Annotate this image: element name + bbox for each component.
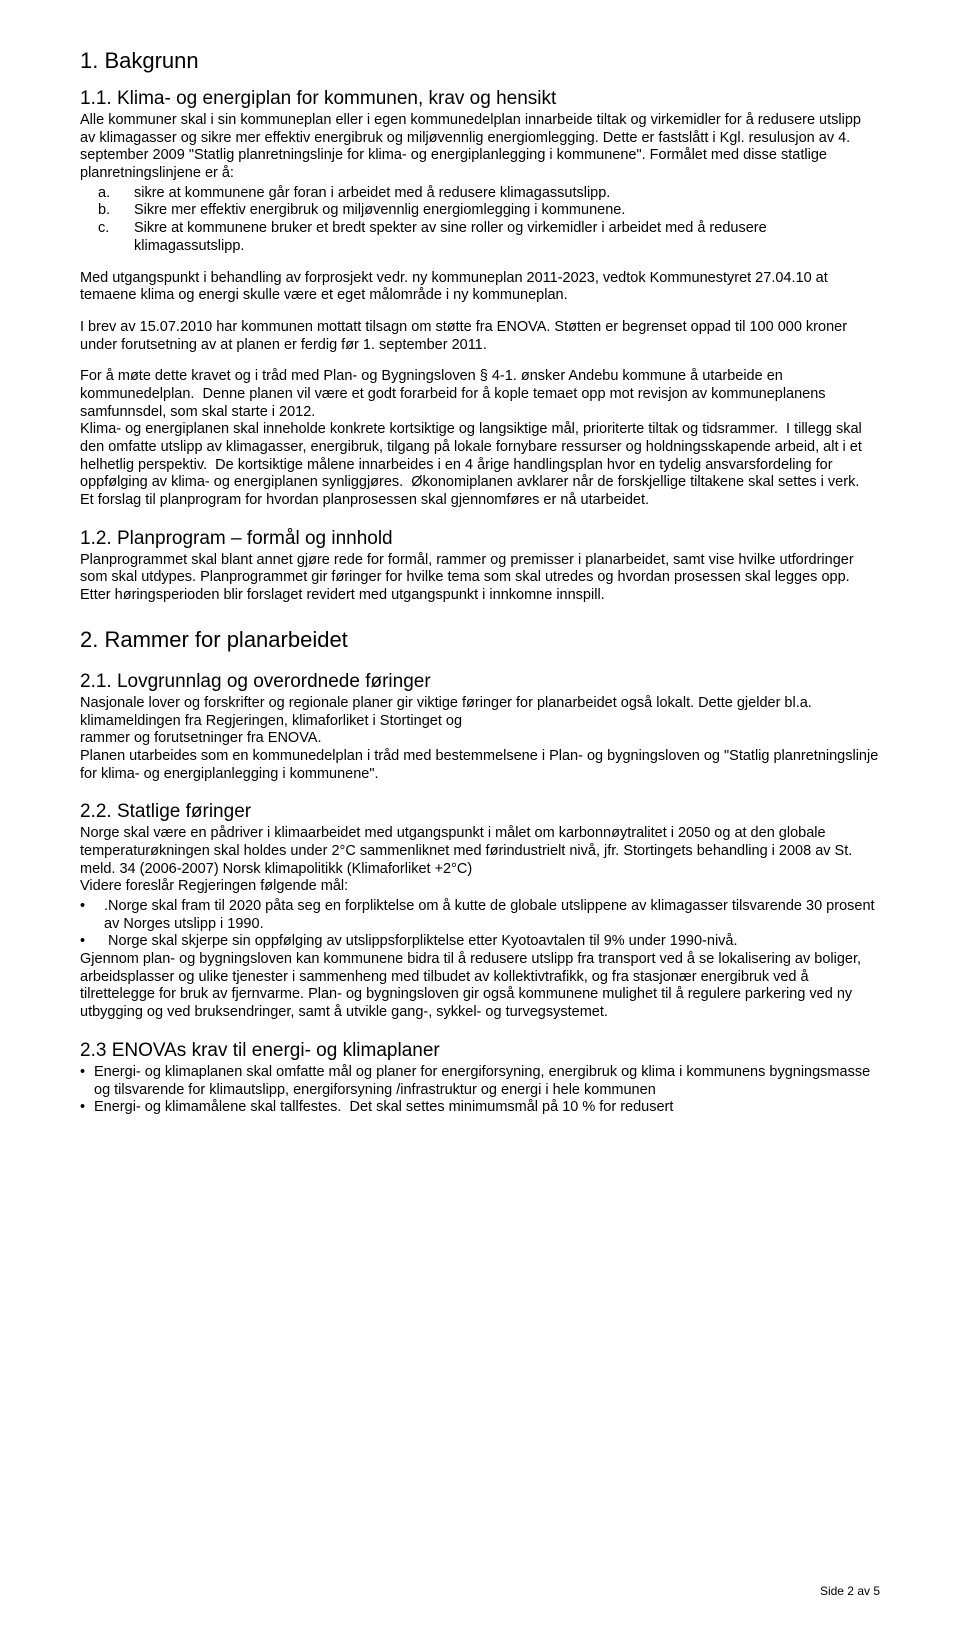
heading-1-1: 1.1. Klima- og energiplan for kommunen, … [80,88,880,110]
bullet-text: .Norge skal fram til 2020 påta seg en fo… [104,898,880,933]
bullet-marker: • [80,898,104,933]
paragraph: Med utgangspunkt i behandling av forpros… [80,270,880,305]
dot-bullet-item: • Energi- og klimaplanen skal omfatte må… [80,1064,880,1099]
bullet-marker: • [80,933,104,951]
list-marker: a. [80,185,134,203]
dot-bullet-list: • Energi- og klimaplanen skal omfatte må… [80,1064,880,1117]
heading-2-3: 2.3 ENOVAs krav til energi- og klimaplan… [80,1040,880,1062]
bullet-text: Norge skal skjerpe sin oppfølging av uts… [104,933,880,951]
list-marker: c. [80,220,134,255]
paragraph: Gjennom plan- og bygningsloven kan kommu… [80,951,880,1022]
paragraph: Norge skal være en pådriver i klimaarbei… [80,825,880,896]
list-item: a. sikre at kommunene går foran i arbeid… [80,185,880,203]
list-text: Sikre at kommunene bruker et bredt spekt… [134,220,880,255]
heading-2-1: 2.1. Lovgrunnlag og overordnede føringer [80,671,880,693]
bullet-item: • Norge skal skjerpe sin oppfølging av u… [80,933,880,951]
ordered-list: a. sikre at kommunene går foran i arbeid… [80,185,880,256]
paragraph: Planprogrammet skal blant annet gjøre re… [80,552,880,605]
heading-2-rammer: 2. Rammer for planarbeidet [80,627,880,653]
paragraph: For å møte dette kravet og i tråd med Pl… [80,368,880,510]
document-page: 1. Bakgrunn 1.1. Klima- og energiplan fo… [0,0,960,1626]
paragraph: Nasjonale lover og forskrifter og region… [80,695,880,783]
heading-1-bakgrunn: 1. Bakgrunn [80,48,880,74]
list-item: b. Sikre mer effektiv energibruk og milj… [80,202,880,220]
list-item: c. Sikre at kommunene bruker et bredt sp… [80,220,880,255]
dot-marker: • [80,1099,94,1117]
dot-marker: • [80,1064,94,1099]
dot-text: Energi- og klimamålene skal tallfestes. … [94,1099,880,1117]
dot-text: Energi- og klimaplanen skal omfatte mål … [94,1064,880,1099]
dot-bullet-item: • Energi- og klimamålene skal tallfestes… [80,1099,880,1117]
list-text: Sikre mer effektiv energibruk og miljøve… [134,202,880,220]
page-footer: Side 2 av 5 [820,1584,880,1598]
bullet-item: • .Norge skal fram til 2020 påta seg en … [80,898,880,933]
heading-1-2: 1.2. Planprogram – formål og innhold [80,528,880,550]
list-marker: b. [80,202,134,220]
list-text: sikre at kommunene går foran i arbeidet … [134,185,880,203]
paragraph: I brev av 15.07.2010 har kommunen mottat… [80,319,880,354]
heading-2-2: 2.2. Statlige føringer [80,801,880,823]
bullet-list: • .Norge skal fram til 2020 påta seg en … [80,898,880,951]
paragraph: Alle kommuner skal i sin kommuneplan ell… [80,112,880,183]
